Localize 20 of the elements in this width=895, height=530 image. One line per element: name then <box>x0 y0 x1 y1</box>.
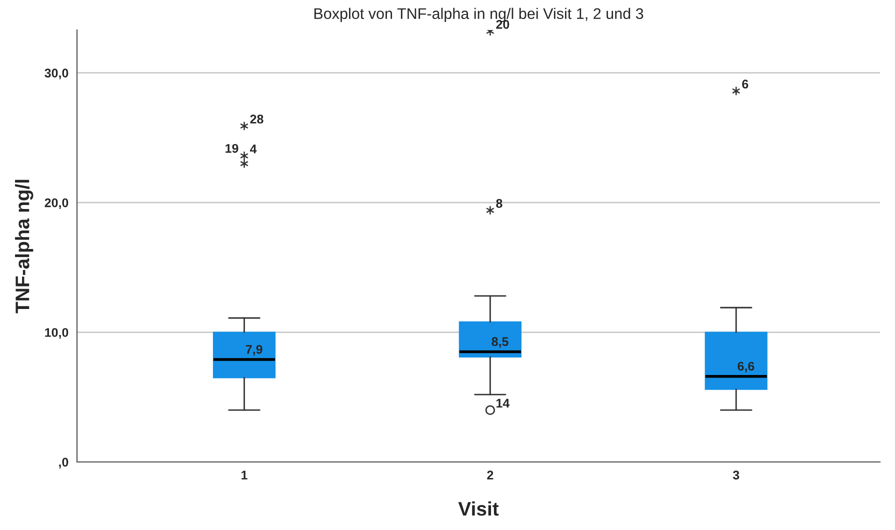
y-tick-label: 10,0 <box>45 328 68 339</box>
y-tick-label: ,0 <box>59 458 68 468</box>
annotation: 6,6 <box>738 362 754 372</box>
annotation: 20 <box>496 20 510 29</box>
annotation: 8 <box>496 199 502 208</box>
annotation: 7,9 <box>246 344 262 356</box>
x-tick-label: 3 <box>732 470 740 480</box>
annotation: 14 <box>496 398 510 408</box>
x-tick-label: 1 <box>242 470 248 480</box>
chart-title: Boxplot von TNF-alpha in ng/l bei Visit 1, 2 und 3 <box>314 8 644 22</box>
annotation: 6 <box>742 80 748 88</box>
y-tick-label: 20,0 <box>44 198 68 210</box>
annotation: 8,5 <box>492 337 508 348</box>
x-tick-label: 2 <box>487 470 494 480</box>
annotation: 19 <box>226 144 238 153</box>
annotation: 28 <box>250 114 264 124</box>
annotation: 4 <box>250 144 257 154</box>
y-tick-label: 30,0 <box>44 68 68 80</box>
x-axis-title: Visit <box>458 501 499 516</box>
y-axis-title: TNF-alpha ng/l <box>15 180 34 314</box>
